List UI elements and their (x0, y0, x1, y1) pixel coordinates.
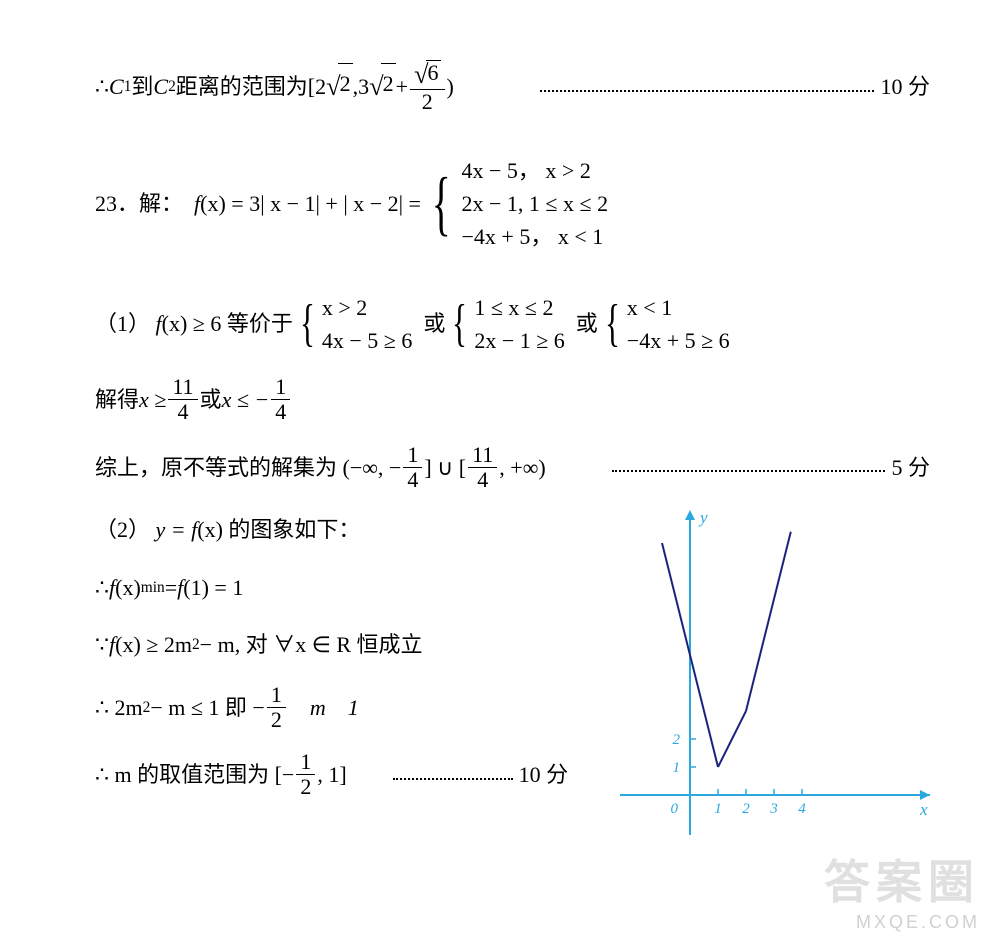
svg-text:1: 1 (714, 801, 722, 817)
frac-1-2: 1 2 (267, 683, 286, 732)
a1: x > 2 (322, 291, 412, 324)
frac-1-2b: 1 2 (296, 750, 315, 799)
svg-text:3: 3 (769, 801, 778, 817)
eq: = (165, 568, 177, 608)
c1: x < 1 (627, 291, 730, 324)
or: 或 (200, 380, 222, 420)
or1: 或 (423, 304, 445, 344)
leader-dots (540, 90, 875, 92)
comma: ,3 (353, 67, 370, 107)
c1: C (109, 67, 124, 107)
svg-text:2: 2 (742, 801, 750, 817)
line-m-range: ∴ m 的取值范围为 [− 1 2 , 1] 10 分 (95, 750, 615, 799)
c2: C (153, 67, 168, 107)
brace-icon: { (452, 301, 467, 348)
sq: 2 (192, 631, 200, 659)
svg-text:4: 4 (798, 801, 806, 817)
to: 到 (131, 67, 153, 107)
wm-badge: 答案圈 (824, 846, 980, 912)
frac-11-4: 11 4 (168, 375, 197, 424)
score-10: 10 分 (880, 67, 930, 107)
therefore: ∴ (95, 568, 109, 608)
plus: + (396, 67, 408, 107)
b1: 1 ≤ x ≤ 2 (474, 291, 564, 324)
brace-icon: { (300, 301, 315, 348)
sq: 2 (143, 694, 151, 722)
x2: x ≤ − (222, 380, 270, 420)
sqrt2a: 2 (326, 63, 352, 111)
watermark-corner: 答案圈 MXQE.COM (824, 846, 980, 933)
q23: 23．解： (95, 184, 183, 224)
close: , 1] (317, 755, 346, 795)
y-eq-fx: y = f (156, 510, 198, 550)
frac-sqrt6-2: 6 2 (410, 60, 444, 114)
score-10b: 10 分 (519, 755, 569, 795)
graph-text: (x) 的图象如下： (197, 510, 360, 550)
part1-label: （1） (95, 304, 150, 344)
range-text: 距离的范围为[2 (176, 67, 326, 107)
ge2m2: (x) ≥ 2m (115, 625, 192, 665)
c2-sub: 2 (168, 73, 176, 101)
fx: (x) (115, 568, 141, 608)
case-c: { x < 1 −4x + 5 ≥ 6 (598, 291, 730, 357)
m-1: m 1 (288, 688, 359, 728)
or2: 或 (576, 304, 598, 344)
sqrt2b: 2 (369, 63, 395, 111)
min: min (141, 574, 165, 602)
leader-dots (393, 778, 513, 780)
close: ) (447, 67, 454, 107)
therefore-2m2: ∴ 2m (95, 688, 143, 728)
brace-icon: { (432, 171, 451, 236)
brace-icon: { (605, 301, 620, 348)
line-part1-cases: （1） f (x) ≥ 6 等价于 { x > 2 4x − 5 ≥ 6 或 {… (95, 291, 930, 357)
function-graph: 1 2 3 4 1 2 0 x y (620, 505, 940, 835)
b2: 2x − 1 ≥ 6 (474, 324, 564, 357)
summary-text: 综上，原不等式的解集为 (−∞, − (95, 448, 401, 488)
score-5: 5 分 (891, 448, 930, 488)
solve: 解得 (95, 380, 139, 420)
line-solve: 解得 x ≥ 11 4 或 x ≤ − 1 4 (95, 375, 930, 424)
case-b: { 1 ≤ x ≤ 2 2x − 1 ≥ 6 (445, 291, 564, 357)
svg-text:1: 1 (673, 760, 681, 776)
c1-sub: 1 (124, 73, 132, 101)
wm-url: MXQE.COM (824, 912, 980, 933)
svg-text:y: y (698, 508, 708, 527)
le1: − m ≤ 1 即 − (150, 688, 265, 728)
case-a: { x > 2 4x − 5 ≥ 6 (293, 291, 412, 357)
case3: −4x + 5， x < 1 (462, 220, 609, 253)
union: ] ∪ [ (424, 448, 466, 488)
x: x ≥ (139, 380, 166, 420)
fx-expr: (x) = 3| x − 1| + | x − 2| = (200, 184, 421, 224)
frac-11-4b: 11 4 (468, 443, 497, 492)
frac-1-4: 1 4 (271, 375, 290, 424)
case2: 2x − 1, 1 ≤ x ≤ 2 (462, 187, 609, 220)
therefore: ∴ (95, 67, 109, 107)
m-range-text: ∴ m 的取值范围为 [− (95, 755, 294, 795)
line-distance-range: ∴ C1 到 C2 距离的范围为[2 2 ,3 2 + 6 2 ) 10 分 (95, 60, 930, 114)
svg-text:x: x (919, 800, 928, 819)
case1: 4x − 5， x > 2 (462, 154, 609, 187)
a2: 4x − 5 ≥ 6 (322, 324, 412, 357)
line-summary: 综上，原不等式的解集为 (−∞, − 1 4 ] ∪ [ 11 4 , +∞) … (95, 443, 930, 492)
c2: −4x + 5 ≥ 6 (627, 324, 730, 357)
part2-label: （2） (95, 510, 150, 550)
svg-text:2: 2 (673, 732, 681, 748)
svg-text:0: 0 (671, 801, 679, 817)
ge6: (x) ≥ 6 等价于 (162, 304, 293, 344)
frac-1-4b: 1 4 (403, 443, 422, 492)
leader-dots (612, 470, 886, 472)
eq1: (1) = 1 (183, 568, 243, 608)
line-fx-definition: 23．解： f (x) = 3| x − 1| + | x − 2| = { 4… (95, 154, 930, 253)
minus-m: − m, 对 ∀x ∈ R 恒成立 (200, 625, 423, 665)
piecewise: { 4x − 5， x > 2 2x − 1, 1 ≤ x ≤ 2 −4x + … (421, 154, 608, 253)
close: , +∞) (499, 448, 545, 488)
because: ∵ (95, 625, 109, 665)
